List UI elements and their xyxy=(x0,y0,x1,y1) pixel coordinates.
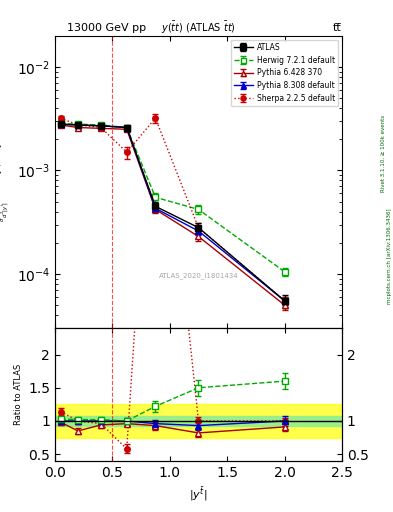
Legend: ATLAS, Herwig 7.2.1 default, Pythia 6.428 370, Pythia 8.308 default, Sherpa 2.2.: ATLAS, Herwig 7.2.1 default, Pythia 6.42… xyxy=(231,39,338,106)
Y-axis label: $\frac{1}{\sigma}\frac{d^2\sigma}{d^2|y^{\bar{t}}|}$ $\cdot$ $m^{\overline{bar}^: $\frac{1}{\sigma}\frac{d^2\sigma}{d^2|y^… xyxy=(0,142,11,222)
Text: mcplots.cern.ch [arXiv:1306.3436]: mcplots.cern.ch [arXiv:1306.3436] xyxy=(387,208,391,304)
X-axis label: $|y^{\bar{t}}|$: $|y^{\bar{t}}|$ xyxy=(189,485,208,503)
Text: ATLAS_2020_I1801434: ATLAS_2020_I1801434 xyxy=(159,272,238,279)
Text: Rivet 3.1.10, ≥ 100k events: Rivet 3.1.10, ≥ 100k events xyxy=(381,115,386,192)
Y-axis label: Ratio to ATLAS: Ratio to ATLAS xyxy=(14,364,23,425)
Text: tt̅: tt̅ xyxy=(333,23,342,33)
Text: 13000 GeV pp: 13000 GeV pp xyxy=(67,23,146,33)
Title: $y(\bar{t}t)$ (ATLAS $\bar{t}t$): $y(\bar{t}t)$ (ATLAS $\bar{t}t$) xyxy=(161,20,236,36)
